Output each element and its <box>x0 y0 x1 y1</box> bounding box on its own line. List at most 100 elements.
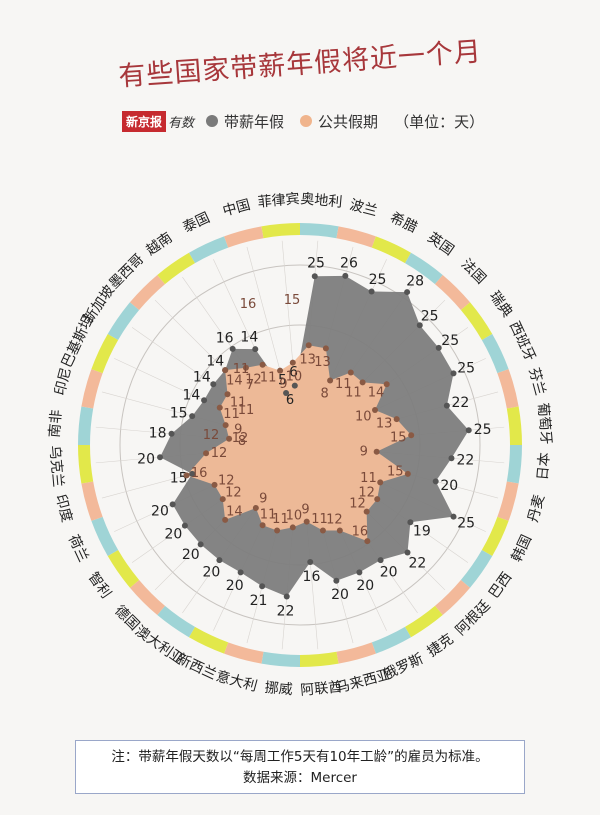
paid-leave-point <box>307 558 314 565</box>
country-label: 日本 <box>535 452 553 481</box>
paid-leave-point <box>465 427 472 434</box>
public-holiday-value: 10 <box>355 410 372 425</box>
paid-leave-point <box>283 389 290 396</box>
country-label: 西班牙 <box>506 319 538 364</box>
paid-leave-value: 16 <box>216 330 234 346</box>
country-label: 南非 <box>47 409 65 438</box>
public-holiday-swatch <box>300 115 313 127</box>
paid-leave-value: 20 <box>226 578 244 594</box>
public-holiday-point <box>222 516 229 523</box>
public-holiday-point <box>393 416 400 423</box>
newspaper-logo: 新京报 <box>122 110 167 132</box>
paid-leave-point <box>368 288 375 295</box>
public-holiday-value: 11 <box>272 512 289 527</box>
public-holiday-value: 11 <box>311 512 328 527</box>
public-holiday-point <box>277 367 284 374</box>
public-holiday-value: 12 <box>218 473 235 488</box>
ring-segment <box>336 226 376 248</box>
ring-segment <box>300 223 339 239</box>
public-holiday-value: 11 <box>230 396 247 411</box>
ring-segment <box>300 651 339 667</box>
public-holiday-value: 10 <box>286 370 303 385</box>
footnote: 注：带薪年假天数以“每周工作5天有10年工龄”的雇员为标准。 数据来源：Merc… <box>75 740 525 794</box>
ring-segment <box>506 406 522 445</box>
public-holiday-value: 13 <box>299 352 316 367</box>
public-holiday-point <box>242 364 249 371</box>
public-holiday-point <box>219 496 226 503</box>
public-holiday-value: 14 <box>226 373 243 388</box>
paid-leave-value: 15 <box>170 471 188 487</box>
paid-leave-swatch <box>206 115 219 127</box>
ring-segment <box>336 642 376 664</box>
paid-leave-point <box>333 577 340 584</box>
public-holiday-point <box>374 496 381 503</box>
extra-value-label: 15 <box>284 293 301 308</box>
ring-segment <box>224 226 264 248</box>
ring-segment <box>91 516 119 556</box>
ring-segment <box>189 236 229 264</box>
public-holiday-point <box>373 448 380 455</box>
public-holiday-value: 9 <box>234 422 242 437</box>
country-label: 印度 <box>52 493 75 524</box>
public-holiday-point <box>327 377 334 384</box>
paid-leave-point <box>443 402 450 409</box>
paid-leave-point <box>416 322 423 329</box>
paid-leave-point <box>342 272 349 279</box>
public-holiday-point <box>211 481 218 488</box>
country-label: 乌克兰 <box>46 445 66 488</box>
public-holiday-value: 12 <box>225 486 242 501</box>
ring-segment <box>91 334 119 374</box>
public-holiday-point <box>347 369 354 376</box>
paid-leave-value: 15 <box>170 405 188 421</box>
country-label: 印尼 <box>52 366 75 397</box>
paid-leave-value: 25 <box>457 361 475 377</box>
public-holiday-value: 10 <box>286 508 303 523</box>
paid-leave-value: 16 <box>303 569 321 585</box>
public-holiday-point <box>371 407 378 414</box>
ring-segment <box>481 516 509 556</box>
paid-leave-point <box>157 454 164 461</box>
paid-leave-point <box>377 557 384 564</box>
country-label: 波兰 <box>348 197 379 220</box>
public-holiday-value: 9 <box>259 491 267 506</box>
country-label: 芬兰 <box>525 366 548 397</box>
country-label: 阿根廷 <box>453 598 494 639</box>
paid-leave-point <box>404 549 411 556</box>
paid-leave-point <box>168 430 175 437</box>
ring-segment <box>78 406 94 445</box>
paid-leave-value: 25 <box>421 308 439 324</box>
extra-value-label: 6 <box>286 393 294 408</box>
ring-segment <box>224 642 264 664</box>
ring-segment <box>129 274 166 311</box>
ring-segment <box>460 550 493 588</box>
paid-leave-value: 14 <box>240 329 258 345</box>
public-holiday-point <box>224 391 231 398</box>
public-holiday-point <box>289 359 296 366</box>
public-holiday-point <box>303 518 310 525</box>
extra-value-label: 16 <box>240 297 257 312</box>
public-holiday-area <box>186 345 412 542</box>
public-holiday-value: 12 <box>326 513 343 528</box>
ring-segment <box>81 481 103 521</box>
public-holiday-point <box>183 472 190 479</box>
country-label: 荷兰 <box>65 532 91 564</box>
paid-leave-point <box>450 513 457 520</box>
paid-leave-point <box>259 583 266 590</box>
public-holiday-point <box>252 505 259 512</box>
paid-leave-value: 14 <box>182 387 200 403</box>
paid-leave-label: 带薪年假 <box>224 112 285 131</box>
paid-leave-value: 20 <box>137 451 155 467</box>
paid-leave-value: 20 <box>165 527 183 543</box>
country-label: 希腊 <box>387 210 419 236</box>
paid-leave-value: 25 <box>307 255 325 271</box>
ring-segment <box>434 274 471 311</box>
paid-leave-value: 20 <box>380 565 398 581</box>
paid-leave-point <box>432 478 439 485</box>
public-holiday-value: 11 <box>260 371 277 386</box>
paid-leave-point <box>216 557 223 564</box>
public-holiday-value: 11 <box>260 507 277 522</box>
public-holiday-value: 11 <box>345 386 362 401</box>
paid-leave-point <box>283 593 290 600</box>
country-label: 泰国 <box>180 210 212 236</box>
public-holiday-point <box>336 527 343 534</box>
